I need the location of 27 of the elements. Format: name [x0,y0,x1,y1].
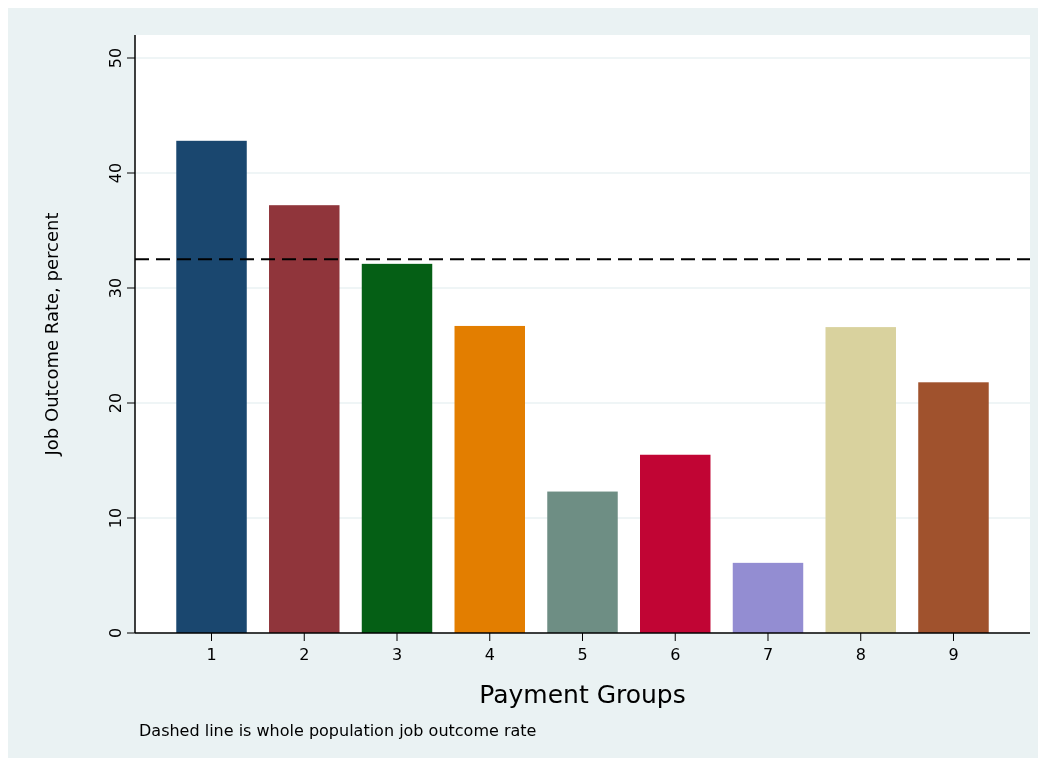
x-tick-label: 8 [855,645,866,664]
bar [918,382,989,633]
y-tick-label: 20 [106,392,125,414]
x-tick-label: 9 [948,645,959,664]
y-tick-label: 0 [106,627,125,639]
bar [640,454,711,633]
text: Dashed line is whole population job outcome rate [139,721,537,740]
bar [176,140,247,633]
x-tick-label: 3 [391,645,403,664]
y-tick-label: 50 [106,47,125,69]
x-tick-label: 2 [299,645,310,664]
bar [269,205,340,633]
bar [454,325,525,633]
x-tick-label: 1 [206,645,217,664]
x-tick-label: 5 [577,645,588,664]
x-tick-label: 6 [670,645,681,664]
x-axis-title: Payment Groups [479,680,686,709]
bar [825,327,896,633]
y-tick-label: 30 [106,277,125,299]
bar [732,562,804,633]
y-tick-label: 10 [106,507,125,529]
bar [361,263,433,633]
bar [547,491,618,633]
y-tick-label: 40 [106,162,125,184]
x-tick-label: 4 [484,645,495,664]
x-tick-label: 7 [762,645,774,664]
y-axis-title: Job Outcome Rate, percent [41,212,62,457]
